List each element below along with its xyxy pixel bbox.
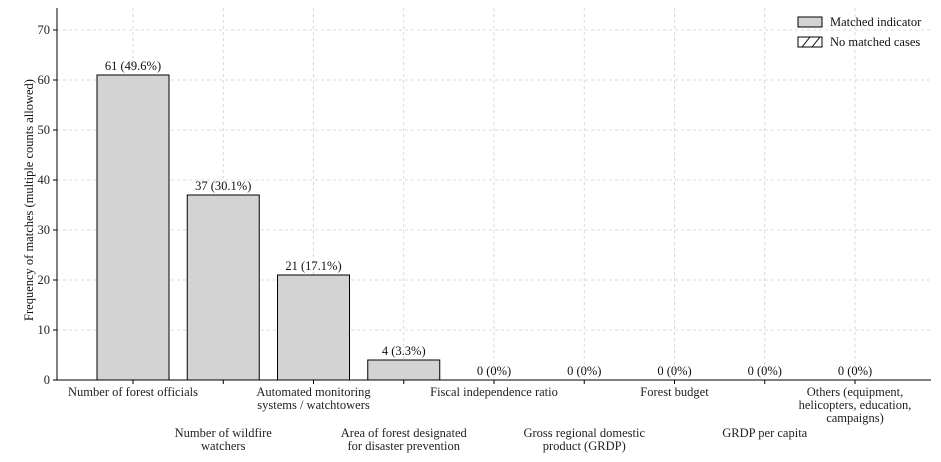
x-tick-label: Fiscal independence ratio xyxy=(430,385,558,399)
x-tick-label-line: product (GRDP) xyxy=(543,439,626,453)
x-tick-label: Forest budget xyxy=(640,385,709,399)
x-tick-label-line: campaigns) xyxy=(826,411,884,425)
y-tick-label: 60 xyxy=(38,73,51,87)
x-tick-label: GRDP per capita xyxy=(722,426,807,440)
data-label: 0 (0%) xyxy=(748,364,782,378)
x-tick-label-line: watchers xyxy=(201,439,246,453)
data-label: 0 (0%) xyxy=(477,364,511,378)
bar xyxy=(96,74,170,381)
x-tick-label-line: Others (equipment, xyxy=(807,385,904,399)
x-tick-label-line: Gross regional domestic xyxy=(523,426,645,440)
x-tick-label-line: Fiscal independence ratio xyxy=(430,385,558,399)
x-tick-label: Number of forest officials xyxy=(68,385,198,399)
y-tick-label: 20 xyxy=(38,273,51,287)
x-tick-label-line: Number of wildfire xyxy=(175,426,273,440)
y-tick-label: 30 xyxy=(38,223,51,237)
x-tick-label: Others (equipment,helicopters, education… xyxy=(799,385,912,425)
data-label: 0 (0%) xyxy=(567,364,601,378)
data-label: 37 (30.1%) xyxy=(195,179,251,193)
data-label: 4 (3.3%) xyxy=(382,344,426,358)
y-tick-label: 50 xyxy=(38,123,51,137)
legend: Matched indicator No matched cases xyxy=(797,15,922,49)
x-tick-label-line: helicopters, education, xyxy=(799,398,912,412)
x-tick-label-line: GRDP per capita xyxy=(722,426,807,440)
x-tick-label-line: Automated monitoring xyxy=(256,385,371,399)
y-tick-label: 70 xyxy=(38,23,51,37)
x-tick-label-line: Forest budget xyxy=(640,385,709,399)
x-tick-label-line: Area of forest designated xyxy=(341,426,468,440)
y-tick-label: 40 xyxy=(38,173,51,187)
data-label: 0 (0%) xyxy=(657,364,691,378)
bar xyxy=(186,194,260,381)
x-tick-label-line: for disaster prevention xyxy=(348,439,461,453)
y-axis-label: Frequency of matches (multiple counts al… xyxy=(22,79,36,321)
data-label: 0 (0%) xyxy=(838,364,872,378)
bar xyxy=(277,274,350,381)
y-tick-label: 0 xyxy=(44,373,50,387)
legend-label-matched: Matched indicator xyxy=(830,15,922,29)
x-tick-label-line: Number of forest officials xyxy=(68,385,198,399)
data-label: 21 (17.1%) xyxy=(285,259,341,273)
data-label: 61 (49.6%) xyxy=(105,59,161,73)
bar xyxy=(367,359,441,381)
legend-label-no-match: No matched cases xyxy=(830,35,920,49)
x-tick-label-line: systems / watchtowers xyxy=(257,398,370,412)
y-tick-label: 10 xyxy=(38,323,51,337)
